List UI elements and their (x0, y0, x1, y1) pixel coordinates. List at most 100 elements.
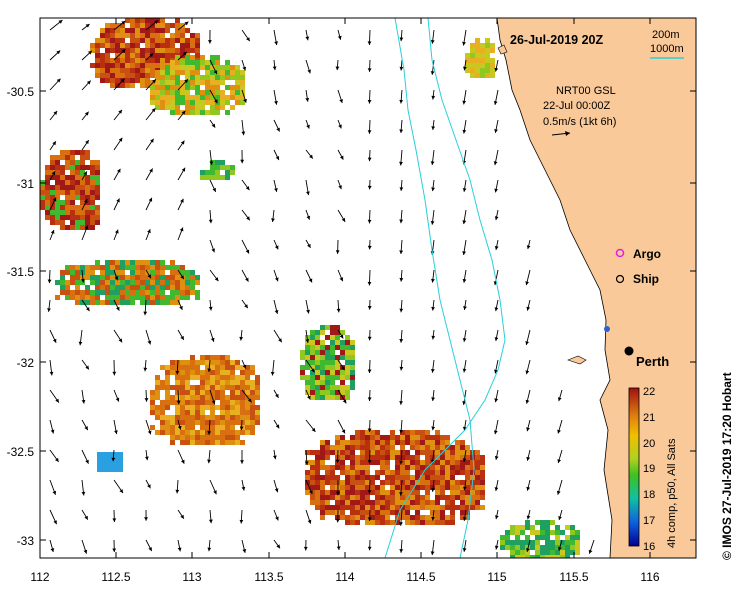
sst-pixel (160, 80, 165, 85)
sst-pixel (140, 23, 145, 28)
sst-pixel (250, 400, 255, 405)
sst-pixel (190, 65, 195, 70)
sst-pixel (335, 355, 340, 360)
current-arrow-head (275, 277, 279, 282)
sst-pixel (330, 445, 335, 450)
sst-pixel (150, 73, 155, 78)
current-arrow-head (152, 79, 156, 84)
sst-pixel (110, 38, 115, 43)
sst-pixel (410, 455, 415, 460)
sst-pixel (85, 180, 90, 185)
current-arrow-head (241, 131, 246, 136)
sst-pixel (530, 525, 535, 530)
sst-pixel (450, 470, 455, 475)
current-arrow-head (114, 276, 119, 281)
sst-pixel (315, 340, 320, 345)
current-arrow-head (114, 430, 118, 435)
sst-pixel (445, 460, 450, 465)
sst-pixel (190, 425, 195, 430)
sst-pixel (85, 165, 90, 170)
sst-pixel (420, 470, 425, 475)
sst-pixel (255, 405, 260, 410)
sst-pixel (415, 465, 420, 470)
current-arrow-head (557, 459, 561, 463)
sst-pixel (60, 210, 65, 215)
current-arrow-head (143, 311, 148, 316)
sst-pixel (350, 445, 355, 450)
current-arrow-head (399, 66, 404, 71)
sst-pixel (335, 390, 340, 395)
sst-pixel (170, 300, 175, 305)
current-arrow-head (47, 308, 51, 312)
sst-pixel (475, 455, 480, 460)
sst-pixel (370, 455, 375, 460)
sst-pixel (550, 540, 555, 545)
sst-pixel (185, 440, 190, 445)
sst-pixel (105, 78, 110, 83)
sst-pixel (370, 510, 375, 515)
sst-pixel (450, 520, 455, 525)
current-arrow-head (341, 429, 346, 434)
sst-pixel (170, 90, 175, 95)
current-arrow-head (154, 20, 159, 24)
x-tick-label: 116 (640, 570, 659, 584)
sst-pixel (95, 275, 100, 280)
sst-pixel (95, 180, 100, 185)
sst-pixel (330, 495, 335, 500)
contour-1000m-label: 1000m (650, 43, 684, 55)
sst-pixel (440, 475, 445, 480)
colorbar-tick-label: 21 (643, 412, 655, 424)
sst-pixel (70, 205, 75, 210)
current-arrow-head (118, 338, 123, 343)
sst-pixel (390, 470, 395, 475)
current-arrow-head (243, 98, 247, 103)
sst-pixel (125, 280, 130, 285)
sst-pixel (115, 28, 120, 33)
sst-pixel (255, 380, 260, 385)
sst-pixel (60, 185, 65, 190)
current-arrow-head (274, 488, 279, 493)
sst-pixel (195, 390, 200, 395)
sst-pixel (190, 395, 195, 400)
sst-pixel (120, 275, 125, 280)
sst-pixel (170, 385, 175, 390)
sst-pixel (385, 455, 390, 460)
sst-pixel (210, 85, 215, 90)
sst-pixel (185, 385, 190, 390)
current-arrow-head (525, 341, 529, 345)
sst-pixel (50, 190, 55, 195)
sst-pixel (325, 395, 330, 400)
current-arrow-head (399, 161, 403, 166)
sst-pixel (105, 43, 110, 48)
sst-pixel (155, 48, 160, 53)
sst-pixel (235, 395, 240, 400)
sst-pixel (155, 58, 160, 63)
sst-pixel (400, 435, 405, 440)
sst-pixel (425, 485, 430, 490)
sst-pixel (455, 440, 460, 445)
current-arrow-head (367, 336, 372, 341)
sst-pixel (190, 95, 195, 100)
sst-pixel (230, 420, 235, 425)
sst-pixel (385, 490, 390, 495)
sst-pixel (160, 420, 165, 425)
sst-pixel (145, 18, 150, 23)
sst-pixel (80, 300, 85, 305)
sst-pixel (240, 385, 245, 390)
sst-pixel (415, 515, 420, 520)
sst-pixel (520, 550, 525, 555)
sst-pixel (400, 515, 405, 520)
contour-1000m (384, 18, 506, 558)
sst-pixel (175, 405, 180, 410)
sst-pixel (195, 100, 200, 105)
current-arrow-head (211, 248, 215, 253)
sst-pixel (160, 33, 165, 38)
sst-pixel (180, 43, 185, 48)
sst-pixel (335, 335, 340, 340)
sst-pixel (140, 53, 145, 58)
sst-pixel (85, 185, 90, 190)
sst-pixel (350, 480, 355, 485)
sst-pixel (185, 425, 190, 430)
sst-pixel (370, 515, 375, 520)
sst-pixel (185, 430, 190, 435)
